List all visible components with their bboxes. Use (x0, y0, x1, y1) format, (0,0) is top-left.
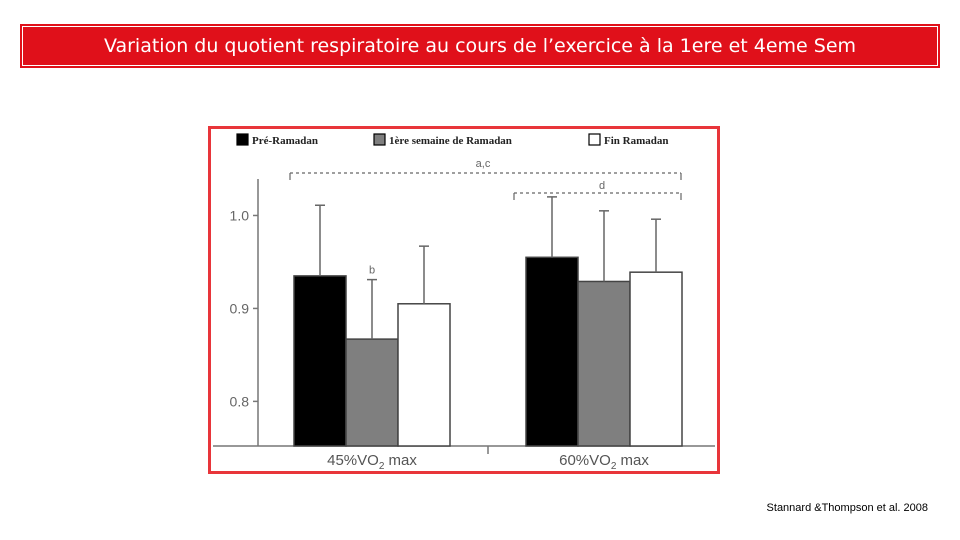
y-tick-label: 1.0 (230, 207, 250, 223)
y-tick-label: 0.9 (230, 300, 250, 316)
legend-swatch (373, 133, 386, 146)
significance-label: b (369, 265, 375, 277)
slide-title: Variation du quotient respiratoire au co… (20, 24, 940, 68)
y-tick-label: 0.8 (230, 393, 250, 409)
bar (577, 280, 631, 447)
legend-label: Pré-Ramadan (252, 135, 318, 147)
significance-label: a,c (476, 158, 491, 170)
legend-label: 1ère semaine de Ramadan (389, 135, 512, 147)
legend-swatch (588, 133, 601, 146)
bar (345, 338, 399, 447)
source-citation: Stannard &Thompson et al. 2008 (766, 502, 928, 514)
chart-frame: 0.8 0.9 1.0 45%VO2 max 60%VO2 max Pré-Ramadan… (208, 126, 720, 474)
significance-label: d (599, 180, 605, 192)
bar (525, 256, 579, 447)
x-category-label: 45%VO2 max (327, 452, 417, 471)
bar (629, 271, 683, 447)
x-category-label: 60%VO2 max (559, 452, 649, 471)
legend-label: Fin Ramadan (604, 135, 669, 147)
respiratory-quotient-chart: 0.8 0.9 1.0 45%VO2 max 60%VO2 max Pré-Ramadan… (213, 133, 715, 471)
legend-swatch (236, 133, 249, 146)
bar (397, 303, 451, 447)
bar (293, 275, 347, 447)
